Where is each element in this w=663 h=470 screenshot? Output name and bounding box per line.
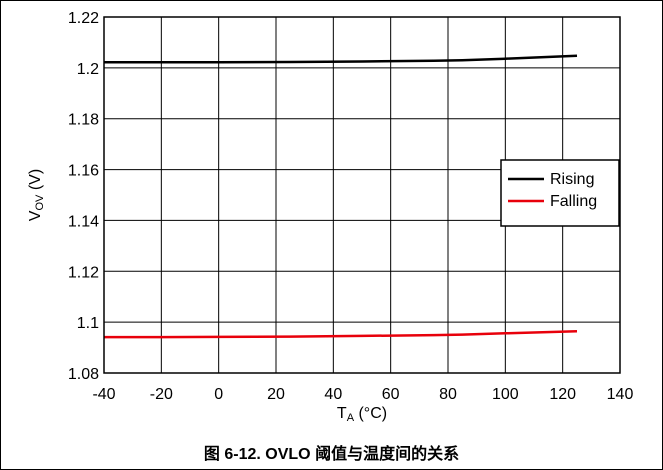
y-axis-label: VOV (V) bbox=[27, 169, 46, 221]
x-tick-label: 40 bbox=[324, 386, 342, 403]
x-tick-label: 120 bbox=[549, 386, 576, 403]
x-axis-ticks: -40 -20 0 20 40 60 80 100 120 140 bbox=[92, 386, 633, 403]
y-tick-label: 1.12 bbox=[68, 264, 99, 281]
x-tick-label: 20 bbox=[267, 386, 285, 403]
y-tick-label: 1.1 bbox=[77, 315, 99, 332]
legend: Rising Falling bbox=[500, 159, 620, 227]
x-tick-label: 80 bbox=[439, 386, 457, 403]
legend-box bbox=[500, 159, 620, 227]
x-tick-label: 60 bbox=[382, 386, 400, 403]
y-tick-label: 1.18 bbox=[68, 112, 99, 129]
y-axis-label-unit: (V) bbox=[27, 169, 44, 195]
x-tick-label: 100 bbox=[492, 386, 519, 403]
x-axis-label-sub: A bbox=[347, 412, 355, 424]
x-axis-label-unit: (°C) bbox=[354, 405, 387, 422]
x-axis-label-main: T bbox=[337, 405, 347, 422]
figure-caption: 图 6-12. OVLO 阈值与温度间的关系 bbox=[203, 446, 460, 463]
y-axis-ticks: 1.08 1.1 1.12 1.14 1.16 1.18 1.2 1.22 bbox=[68, 10, 99, 383]
plot-border bbox=[103, 16, 621, 374]
series-line-falling bbox=[104, 330, 578, 339]
x-tick-label: 0 bbox=[214, 386, 223, 403]
y-tick-label: 1.14 bbox=[68, 213, 99, 230]
y-axis-label-main: V bbox=[27, 210, 44, 221]
y-tick-label: 1.16 bbox=[68, 163, 99, 180]
y-tick-label: 1.22 bbox=[68, 10, 99, 27]
series-line-rising bbox=[104, 54, 578, 64]
grid bbox=[104, 17, 620, 373]
x-tick-label: -40 bbox=[92, 386, 115, 403]
y-axis-label-sub: OV bbox=[34, 194, 46, 211]
x-tick-label: 140 bbox=[607, 386, 634, 403]
x-tick-label: -20 bbox=[150, 386, 173, 403]
y-tick-label: 1.08 bbox=[68, 366, 99, 383]
y-tick-label: 1.2 bbox=[77, 61, 99, 78]
legend-label-rising: Rising bbox=[550, 171, 594, 188]
x-axis-label: TA (°C) bbox=[337, 405, 387, 424]
legend-label-falling: Falling bbox=[550, 193, 597, 210]
series-layer bbox=[104, 54, 578, 339]
